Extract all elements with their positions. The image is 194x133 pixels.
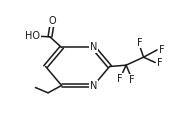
Text: F: F	[118, 74, 123, 84]
Text: HO: HO	[25, 31, 40, 41]
Text: F: F	[159, 45, 165, 55]
Text: F: F	[157, 57, 163, 68]
Text: O: O	[48, 16, 56, 26]
Text: N: N	[90, 80, 97, 90]
Text: N: N	[90, 43, 97, 53]
Text: F: F	[129, 75, 135, 85]
Text: F: F	[137, 38, 142, 48]
